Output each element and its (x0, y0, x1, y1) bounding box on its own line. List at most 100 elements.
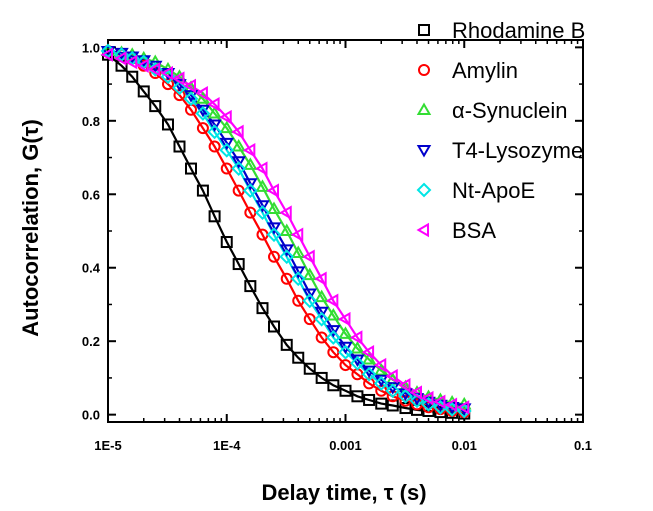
data-point-bsa (314, 271, 327, 286)
data-point-amylin (268, 250, 281, 263)
data-point-t4-lysozyme (302, 288, 317, 301)
data-point-synuclein (350, 341, 365, 354)
data-point-t4-lysozyme (291, 266, 306, 279)
legend-label-bsa: BSA (452, 218, 496, 243)
data-point-bsa (338, 311, 351, 327)
legend: Rhodamine B Amylin α-Synuclein T4-Lysozyme N… (416, 18, 585, 243)
y-axis-title: Autocorrelation, G(τ) (18, 119, 43, 337)
data-point-rhodamine-b (244, 280, 257, 293)
data-point-nt-apoe (172, 80, 187, 96)
legend-marker-bsa (416, 222, 429, 238)
data-point-nt-apoe (242, 183, 258, 199)
data-point-t4-lysozyme (255, 200, 270, 213)
data-point-t4-lysozyme (279, 244, 294, 257)
y-tick-label: 0.8 (82, 114, 100, 129)
fit-curves (107, 49, 465, 415)
data-point-nt-apoe (361, 366, 377, 382)
data-point-synuclein (255, 179, 270, 192)
data-point-bsa (183, 78, 197, 94)
data-point-bsa (373, 357, 387, 373)
data-point-bsa (349, 330, 363, 345)
data-point-bsa (231, 124, 244, 140)
data-point-rhodamine-b (315, 371, 328, 384)
legend-marker-synuclein (416, 102, 432, 115)
legend-label-amylin: Amylin (452, 58, 518, 83)
data-point-synuclein (314, 289, 329, 303)
legend-marker-t4-lysozyme (416, 145, 432, 158)
data-point-bsa (290, 227, 304, 242)
data-point-bsa (361, 344, 375, 360)
data-point-t4-lysozyme (231, 156, 246, 169)
x-tick-label: 0.1 (574, 438, 592, 453)
x-tick-label: 1E-4 (213, 438, 241, 453)
data-point-synuclein (302, 267, 317, 281)
data-point-bsa (242, 142, 256, 158)
data-point-nt-apoe (290, 271, 306, 287)
data-point-nt-apoe (266, 227, 282, 243)
data-point-bsa (409, 385, 422, 400)
data-point-rhodamine-b (292, 351, 305, 364)
data-point-rhodamine-b (351, 390, 364, 403)
legend-marker-rhodamine-b (418, 24, 430, 36)
data-point-amylin (339, 359, 352, 372)
data-point-rhodamine-b (149, 100, 162, 113)
y-tick-label: 0.2 (82, 334, 100, 349)
data-point-synuclein (231, 139, 246, 152)
data-point-rhodamine-b (339, 384, 352, 397)
legend-label-synuclein: α-Synuclein (452, 98, 567, 123)
data-point-synuclein (219, 120, 234, 134)
x-tick-label: 0.001 (329, 438, 362, 453)
data-point-bsa (195, 86, 208, 101)
data-point-bsa (171, 71, 185, 86)
data-point-synuclein (266, 201, 282, 214)
data-point-bsa (302, 249, 315, 264)
data-point-rhodamine-b (256, 302, 269, 315)
data-point-nt-apoe (314, 311, 330, 327)
data-point-synuclein (243, 157, 258, 170)
data-point-nt-apoe (385, 383, 401, 399)
legend-marker-nt-apoe (416, 182, 432, 198)
data-point-rhodamine-b (327, 379, 340, 392)
data-point-nt-apoe (350, 355, 365, 371)
data-point-nt-apoe (338, 344, 353, 360)
legend-label-rhodamine-b: Rhodamine B (452, 18, 585, 43)
data-point-bsa (160, 65, 173, 81)
data-point-rhodamine-b (208, 210, 221, 223)
data-point-synuclein (279, 223, 294, 236)
data-point-rhodamine-b (268, 320, 281, 333)
data-point-rhodamine-b (363, 393, 376, 406)
data-point-bsa (147, 62, 161, 77)
data-point-nt-apoe (183, 91, 199, 107)
x-tick-label: 0.01 (452, 438, 477, 453)
data-point-bsa (444, 397, 458, 412)
data-point-t4-lysozyme (326, 325, 341, 338)
data-point-rhodamine-b (126, 70, 139, 83)
y-tick-label: 0.0 (82, 408, 100, 423)
x-axis-title: Delay time, τ (s) (261, 480, 426, 505)
data-point-bsa (421, 390, 434, 406)
data-point-rhodamine-b (196, 184, 209, 197)
data-point-bsa (397, 378, 411, 393)
data-point-rhodamine-b (173, 140, 186, 153)
x-tick-label: 1E-5 (94, 438, 121, 453)
data-point-bsa (100, 47, 113, 62)
data-point-t4-lysozyme (243, 178, 258, 191)
data-point-nt-apoe (219, 142, 235, 158)
data-point-t4-lysozyme (266, 222, 282, 235)
data-point-nt-apoe (231, 161, 247, 176)
data-point-t4-lysozyme (219, 137, 234, 151)
axes (107, 39, 584, 423)
data-point-rhodamine-b (220, 236, 233, 249)
data-point-amylin (208, 140, 221, 153)
data-point-t4-lysozyme (207, 119, 222, 132)
data-point-rhodamine-b (185, 162, 198, 175)
data-point-rhodamine-b (375, 397, 388, 410)
data-point-nt-apoe (279, 249, 295, 265)
legend-label-t4-lysozyme: T4-Lysozyme (452, 138, 583, 163)
data-point-bsa (456, 400, 470, 415)
y-tick-label: 0.4 (82, 261, 101, 276)
data-point-rhodamine-b (303, 362, 316, 375)
fit-curve-rhodamine-b (107, 53, 465, 415)
data-point-amylin (196, 122, 209, 135)
data-markers (100, 43, 472, 420)
